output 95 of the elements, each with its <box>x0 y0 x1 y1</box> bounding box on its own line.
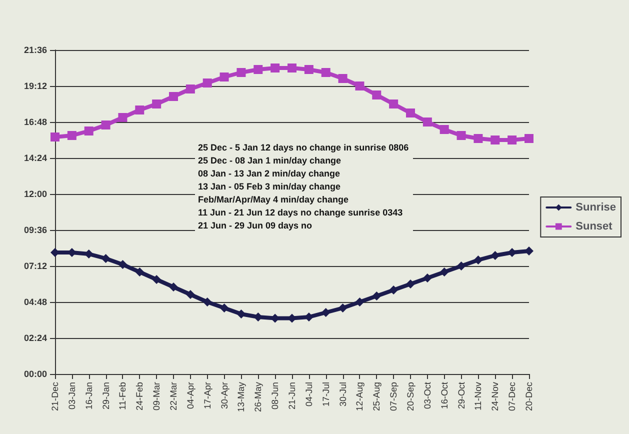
x-tick-label: 24-Nov <box>490 382 500 412</box>
point <box>304 65 314 74</box>
y-tick-label: 14:24 <box>24 153 47 163</box>
point <box>236 68 246 77</box>
x-tick-label: 29-Oct <box>456 382 466 410</box>
x-tick-label: 30-Apr <box>219 382 230 410</box>
x-tick-label: 26-May <box>253 382 264 412</box>
point <box>186 290 195 299</box>
point <box>220 304 229 312</box>
point <box>372 90 382 100</box>
y-tick-label: 00:00 <box>24 369 47 379</box>
x-tick-label: 13-May <box>236 382 246 412</box>
x-tick-label: 25-Aug <box>372 382 382 412</box>
annotation: 25 Dec - 5 Jan 12 days no change in sunrise 0806 <box>198 142 409 152</box>
x-tick-label: 11-Nov <box>473 382 484 410</box>
y-tick-label: 02:24 <box>24 333 47 343</box>
annotation: 11 Jun - 21 Jun 12 days no change sunrise 0343 <box>198 208 403 218</box>
x-tick-label: 04-Jul <box>304 382 314 407</box>
x-tick-label: 21-Dec <box>50 382 60 412</box>
point <box>254 65 263 74</box>
point <box>101 254 110 263</box>
point <box>186 84 195 94</box>
point <box>422 118 432 126</box>
y-tick-label: 16:48 <box>24 117 47 127</box>
annotation: 08 Jan - 13 Jan 2 min/day change <box>198 168 340 178</box>
point <box>202 78 212 88</box>
annotation: Feb/Mar/Apr/May 4 min/day change <box>198 194 349 204</box>
x-tick-label: 04-Apr <box>185 382 196 410</box>
y-tick-label: 12:00 <box>24 189 47 199</box>
point <box>135 106 144 114</box>
point <box>169 92 178 101</box>
x-tick-label: 17-Apr <box>202 382 212 410</box>
point <box>440 268 449 276</box>
point <box>456 131 466 140</box>
point <box>152 275 162 284</box>
point <box>338 304 348 312</box>
annotation: 25 Dec - 08 Jan 1 min/day change <box>198 156 342 166</box>
point <box>135 268 144 276</box>
point <box>440 125 449 134</box>
point <box>355 298 364 306</box>
x-tick-label: 17-Jul <box>320 382 331 407</box>
point <box>169 282 178 292</box>
annotation: 13 Jan - 05 Feb 3 min/day change <box>198 182 341 192</box>
point <box>524 134 534 143</box>
x-tick-label: 11-Feb <box>118 382 128 410</box>
legend-label: Sunrise <box>576 202 616 214</box>
point <box>490 136 500 144</box>
x-tick-label: 07-Dec <box>507 382 518 412</box>
point <box>389 286 398 294</box>
x-tick-label: 16-Jan <box>84 382 94 410</box>
x-tick-label: 20-Dec <box>524 382 534 412</box>
point <box>338 74 348 83</box>
point <box>220 72 229 82</box>
point <box>321 308 330 317</box>
point <box>474 134 483 143</box>
point <box>67 131 76 140</box>
point <box>508 136 517 144</box>
point <box>456 262 466 270</box>
x-tick-label: 29-Jan <box>100 382 111 410</box>
x-tick-label: 08-Jun <box>270 382 280 410</box>
annotation: 21 Jun - 29 Jun 09 days no <box>198 220 313 230</box>
point <box>406 108 415 118</box>
x-tick-label: 24-Feb <box>134 382 145 411</box>
point <box>321 68 330 77</box>
point <box>355 82 364 90</box>
y-tick-label: 07:12 <box>24 261 47 271</box>
point <box>288 64 296 72</box>
point <box>372 292 382 300</box>
x-tick-label: 12-Aug <box>354 382 365 412</box>
point <box>270 64 280 72</box>
y-tick-label: 21:36 <box>24 45 47 55</box>
point <box>474 256 483 264</box>
point <box>389 100 398 108</box>
x-tick-label: 07-Sep <box>388 382 399 412</box>
x-tick-label: 16-Oct <box>439 382 450 410</box>
point <box>202 298 212 306</box>
legend-label: Sunset <box>576 220 613 232</box>
point <box>152 100 162 108</box>
point <box>50 132 60 142</box>
x-tick-label: 20-Sep <box>406 382 416 412</box>
x-tick-label: 09-Mar <box>152 382 162 411</box>
point <box>406 280 415 288</box>
point <box>84 126 94 136</box>
x-tick-label: 03-Oct <box>422 382 432 410</box>
point <box>118 113 128 122</box>
x-tick-label: 03-Jan <box>66 382 77 410</box>
y-tick-label: 04:48 <box>24 297 47 307</box>
point <box>101 120 110 130</box>
y-tick-label: 09:36 <box>24 225 47 235</box>
x-tick-label: 21-Jun <box>287 382 297 410</box>
y-tick-label: 19:12 <box>24 81 47 91</box>
point <box>422 274 432 282</box>
point <box>118 260 128 269</box>
x-tick-label: 22-Mar <box>168 382 178 411</box>
x-tick-label: 30-Jul <box>338 382 348 407</box>
